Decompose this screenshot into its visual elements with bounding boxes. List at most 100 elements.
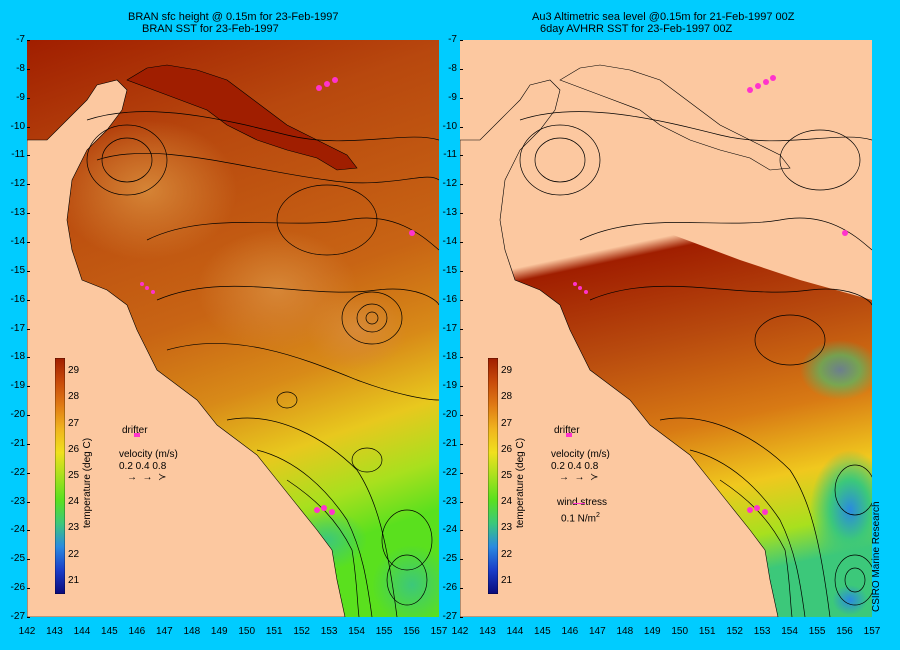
- x-tick-label: 152: [726, 626, 743, 637]
- x-tick-label: 157: [863, 626, 881, 637]
- drifter-label: drifter: [122, 425, 148, 436]
- y-tick-label: -19: [442, 380, 457, 392]
- y-tick-label: -14: [442, 235, 457, 247]
- right-title-line1: Au3 Altimetric sea level @0.15m for 21-F…: [532, 11, 795, 23]
- x-tick-label: 147: [588, 626, 606, 637]
- y-tick-mark: [460, 443, 463, 445]
- x-tick-label: 144: [506, 626, 524, 637]
- y-tick-mark: [460, 617, 463, 618]
- velocity-arrows-icon: → → ≻: [127, 472, 167, 483]
- y-tick-mark: [27, 472, 30, 474]
- wind-stress-value: 0.1 N/m2: [561, 512, 600, 525]
- y-tick-label: -11: [443, 149, 457, 161]
- y-tick-mark: [460, 415, 463, 417]
- y-tick-mark: [460, 97, 463, 99]
- x-tick-label: 148: [616, 626, 634, 637]
- y-tick-mark: [27, 40, 30, 41]
- colorbar-left-title: temperature (deg C): [82, 437, 93, 528]
- x-tick-label: 155: [808, 626, 826, 637]
- y-tick-mark: [27, 241, 30, 243]
- x-tick-label: 142: [451, 626, 469, 637]
- x-tick-label: 153: [753, 626, 771, 637]
- x-tick-label: 147: [155, 626, 173, 637]
- x-tick-label: 154: [781, 626, 798, 637]
- drifter-tracks: [140, 77, 415, 515]
- y-tick-label: -10: [442, 120, 457, 132]
- y-tick-label: -14: [10, 235, 25, 247]
- x-tick-label: 143: [479, 626, 496, 637]
- y-tick-mark: [27, 530, 30, 532]
- colorbar-tick-label: 24: [68, 496, 80, 508]
- y-tick-label: -19: [10, 380, 25, 392]
- sea-level-contours: [519, 111, 872, 617]
- y-tick-label: -26: [442, 582, 457, 594]
- y-tick-label: -20: [10, 409, 25, 421]
- wind-arrow-icon: [573, 503, 585, 504]
- y-tick-label: -24: [442, 524, 457, 536]
- y-tick-mark: [460, 588, 463, 590]
- velocity-arrows-icon: → → ≻: [559, 472, 599, 483]
- y-tick-label: -16: [10, 293, 25, 305]
- y-tick-label: -8: [448, 62, 457, 74]
- colorbar-tick-label: 29: [68, 365, 80, 377]
- x-tick-label: 156: [836, 626, 853, 637]
- y-tick-label: -15: [10, 264, 25, 276]
- y-tick-mark: [460, 213, 463, 215]
- colorbar-right: 29 28 27 26 25 24 23 22 21 temperature (deg C): [488, 358, 548, 594]
- x-tick-label: 157: [430, 626, 448, 637]
- y-tick-mark: [27, 501, 30, 503]
- colorbar-tick-label: 25: [68, 470, 80, 481]
- velocity-label: velocity (m/s): [119, 449, 178, 460]
- sea-level-contours: [86, 111, 439, 617]
- y-tick-mark: [460, 530, 463, 532]
- colorbar-tick-label: 22: [68, 548, 80, 560]
- x-tick-label: 151: [698, 626, 716, 637]
- colorbar-tick-label: 21: [68, 574, 80, 586]
- x-tick-label: 146: [128, 626, 146, 637]
- colorbar-tick-label: 26: [501, 443, 513, 455]
- y-tick-label: -23: [442, 495, 457, 507]
- wind-stress-label: wind stress: [557, 497, 608, 508]
- y-tick-label: -24: [10, 524, 25, 536]
- y-tick-mark: [27, 270, 30, 272]
- y-tick-mark: [460, 299, 463, 301]
- y-tick-mark: [27, 97, 30, 99]
- australia-landmass: [460, 79, 779, 617]
- y-tick-label: -7: [16, 34, 25, 45]
- y-tick-label: -22: [10, 466, 25, 478]
- y-tick-label: -17: [442, 322, 457, 334]
- x-tick-label: 151: [265, 626, 283, 637]
- x-tick-label: 153: [320, 626, 338, 637]
- australia-landmass: [27, 79, 346, 617]
- x-tick-label: 142: [18, 626, 36, 637]
- y-tick-label: -8: [16, 62, 25, 74]
- y-tick-mark: [27, 443, 30, 445]
- colorbar-tick-label: 28: [501, 391, 513, 403]
- colorbar-right-title: temperature (deg C): [515, 437, 526, 528]
- x-tick-label: 148: [183, 626, 201, 637]
- left-title-line1: BRAN sfc height @ 0.15m for 23-Feb-1997: [128, 11, 339, 23]
- bran-sst-map: [27, 40, 439, 617]
- right-title-line2: 6day AVHRR SST for 23-Feb-1997 00Z: [540, 23, 733, 35]
- y-tick-label: -15: [442, 264, 457, 276]
- y-tick-mark: [460, 357, 463, 359]
- x-tick-label: 154: [348, 626, 365, 637]
- colorbar-right-gradient: [488, 358, 498, 594]
- drifter-tracks: [573, 75, 848, 515]
- y-tick-mark: [27, 386, 30, 388]
- left-panel-title: BRAN sfc height @ 0.15m for 23-Feb-1997 …: [128, 11, 339, 35]
- y-tick-label: -9: [16, 91, 25, 103]
- y-tick-label: -13: [10, 207, 25, 219]
- new-guinea-landmass: [126, 64, 358, 171]
- y-tick-label: -12: [442, 178, 457, 190]
- avhrr-sst-map: [460, 40, 872, 617]
- left-title-line2: BRAN SST for 23-Feb-1997: [142, 23, 279, 35]
- y-tick-label: -21: [442, 437, 457, 449]
- y-tick-label: -10: [10, 120, 25, 132]
- colorbar-tick-label: 22: [501, 548, 513, 560]
- y-tick-mark: [27, 213, 30, 215]
- new-guinea-landmass: [559, 64, 791, 171]
- y-tick-label: -16: [442, 293, 457, 305]
- y-tick-mark: [460, 126, 463, 128]
- x-tick-label: 149: [643, 626, 661, 637]
